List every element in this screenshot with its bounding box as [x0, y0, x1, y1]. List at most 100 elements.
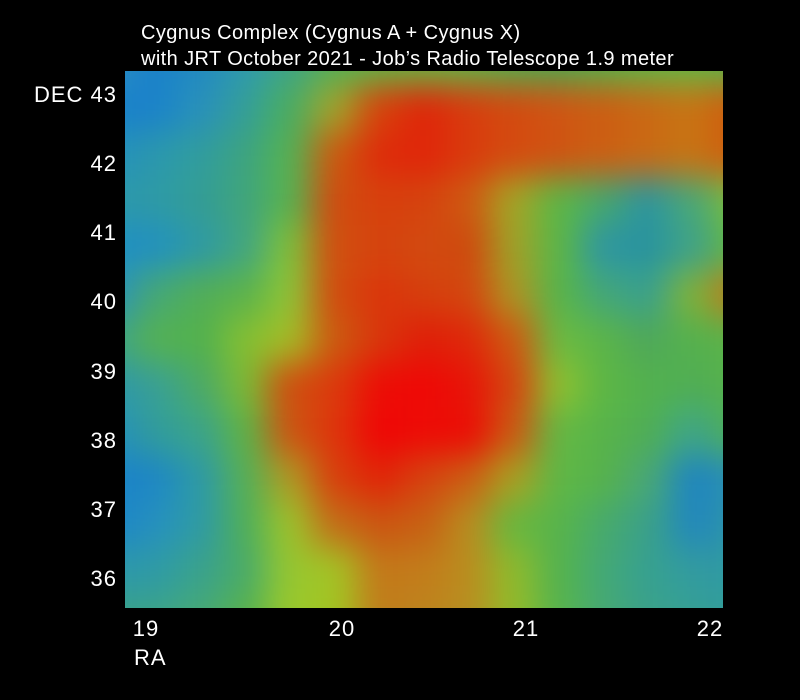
heat-cell [357, 501, 402, 548]
heat-cell [223, 593, 268, 608]
heat-cell [624, 270, 670, 317]
heat-cell [624, 223, 670, 271]
heat-cell [535, 362, 581, 409]
heat-cell [580, 593, 625, 608]
heat-cell [580, 362, 625, 409]
heat-cell [125, 131, 134, 178]
heat-cell [401, 547, 447, 594]
heat-cell [714, 408, 723, 456]
heat-cell [535, 455, 581, 502]
heat-cell [446, 455, 491, 502]
heat-cell [714, 455, 723, 502]
heat-cell [267, 362, 313, 409]
heat-cell [669, 316, 715, 363]
heat-cell [490, 547, 536, 594]
heat-cell [669, 177, 715, 224]
heat-cell [223, 131, 268, 178]
heat-cell [267, 223, 313, 271]
title-line-2: with JRT October 2021 - Job’s Radio Tele… [141, 48, 675, 70]
heat-cell [267, 501, 313, 548]
heat-cell [178, 270, 224, 317]
heat-cell [624, 455, 670, 502]
heat-cell [267, 593, 313, 608]
heat-cell [178, 547, 224, 594]
heat-cell [178, 501, 224, 548]
heat-cell [312, 223, 358, 271]
heat-cell [223, 270, 268, 317]
heat-cell [267, 316, 313, 363]
heat-cell [490, 316, 536, 363]
heat-cell [624, 316, 670, 363]
heat-cell [714, 316, 723, 363]
heat-cell [401, 455, 447, 502]
heat-cell [125, 223, 134, 271]
dec-tick-label: 36 [90, 566, 117, 591]
heat-cell [178, 71, 224, 86]
heat-cell [312, 362, 358, 409]
heat-cell [490, 593, 536, 608]
heat-cell [401, 362, 447, 409]
heat-cell [178, 131, 224, 178]
heat-cell [624, 131, 670, 178]
heat-cell [223, 85, 268, 132]
heat-cell [446, 316, 491, 363]
heat-cell [669, 71, 715, 86]
heat-cell [714, 547, 723, 594]
heat-cell [312, 71, 358, 86]
heat-cell [490, 270, 536, 317]
heat-cell [490, 71, 536, 86]
heat-cell [223, 71, 268, 86]
heat-cell [580, 71, 625, 86]
heat-cell [133, 85, 179, 132]
heat-cell [535, 316, 581, 363]
heat-cell [223, 501, 268, 548]
heat-cell [267, 408, 313, 456]
heat-cell [178, 316, 224, 363]
heatmap-plot [125, 71, 723, 608]
figure-title: Cygnus Complex (Cygnus A + Cygnus X) wit… [141, 20, 674, 72]
title-line-1: Cygnus Complex (Cygnus A + Cygnus X) [141, 22, 521, 44]
heat-cell [401, 223, 447, 271]
heat-cell [312, 593, 358, 608]
heat-cell [312, 131, 358, 178]
heat-cell [133, 131, 179, 178]
heat-cell [624, 408, 670, 456]
heat-cell [223, 316, 268, 363]
heat-cell [669, 362, 715, 409]
heat-cell [401, 408, 447, 456]
heat-cell [446, 408, 491, 456]
heat-cell [446, 270, 491, 317]
heat-cell [178, 85, 224, 132]
heat-cell [312, 177, 358, 224]
heat-cell [580, 501, 625, 548]
heat-cell [446, 177, 491, 224]
heat-cell [223, 408, 268, 456]
heat-cell [125, 316, 134, 363]
heat-cell [125, 85, 134, 132]
heat-cell [535, 85, 581, 132]
heat-cell [357, 85, 402, 132]
heat-cell [133, 501, 179, 548]
heat-cell [535, 547, 581, 594]
heat-cell [669, 501, 715, 548]
dec-tick-label: 37 [90, 497, 117, 522]
heat-cell [580, 270, 625, 317]
dec-tick-label: 42 [90, 151, 117, 176]
heat-cell [714, 223, 723, 271]
heat-cell [535, 177, 581, 224]
heat-cell [178, 455, 224, 502]
dec-tick-label: 39 [90, 359, 117, 384]
heat-cell [580, 177, 625, 224]
heat-cell [178, 362, 224, 409]
heat-cell [133, 71, 179, 86]
heat-cell [490, 455, 536, 502]
heat-cell [125, 71, 134, 86]
heat-cell [535, 501, 581, 548]
heat-cell [312, 85, 358, 132]
heat-cell [669, 223, 715, 271]
heat-cell [580, 131, 625, 178]
heat-cell [133, 593, 179, 608]
heat-cell [125, 501, 134, 548]
heat-cell [267, 131, 313, 178]
